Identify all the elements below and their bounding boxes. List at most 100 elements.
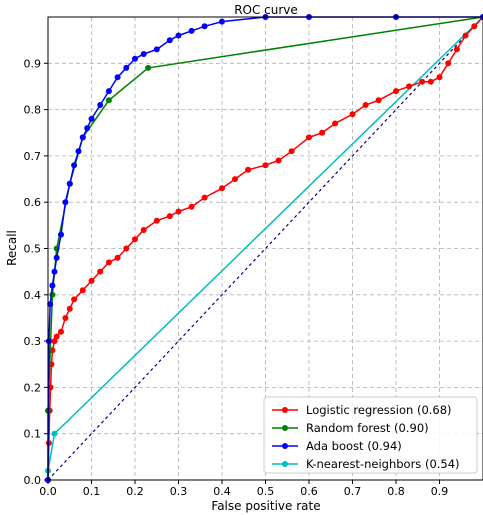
x-tick-label: 0.7 bbox=[344, 485, 362, 498]
series-point-2 bbox=[51, 268, 58, 275]
plot-frame bbox=[47, 16, 483, 481]
y-tick-label: 0.4 bbox=[24, 289, 42, 302]
axis-ticks: 0.0 0.1 0.2 0.3 0.4 0.5 0.6 0.7 0.8 0.9 0.0 0.1 0.2 0… bbox=[24, 57, 449, 498]
series-point-0 bbox=[114, 254, 121, 261]
legend-box bbox=[263, 396, 478, 474]
series-point-0 bbox=[427, 78, 434, 85]
series-point-2 bbox=[140, 51, 147, 57]
y-tick-label: 0.5 bbox=[24, 243, 42, 256]
x-tick-label: 0.8 bbox=[387, 485, 405, 498]
series-point-2 bbox=[53, 254, 60, 261]
plot-area bbox=[45, 14, 483, 483]
series-point-0 bbox=[306, 134, 312, 141]
series-point-0 bbox=[419, 78, 426, 85]
series-point-2 bbox=[114, 74, 121, 81]
series-point-0 bbox=[406, 83, 412, 90]
x-tick-label: 0.0 bbox=[39, 485, 57, 498]
series-point-0 bbox=[62, 315, 69, 321]
series-point-0 bbox=[232, 176, 238, 183]
series-point-0 bbox=[445, 60, 452, 67]
y-tick-label: 0.6 bbox=[24, 196, 42, 209]
series-point-2 bbox=[66, 180, 73, 187]
legend-label: Random forest (0.90) bbox=[306, 421, 429, 435]
y-tick-label: 0.3 bbox=[24, 335, 42, 348]
series-point-2 bbox=[71, 162, 78, 169]
series-point-0 bbox=[471, 23, 478, 30]
series-point-2 bbox=[201, 23, 208, 30]
series-point-0 bbox=[79, 287, 86, 294]
series-point-0 bbox=[319, 129, 326, 136]
legend-label: Ada boost (0.94) bbox=[306, 439, 402, 453]
series-point-1 bbox=[145, 64, 152, 71]
series-point-0 bbox=[88, 277, 95, 284]
series-point-2 bbox=[58, 231, 64, 238]
series-point-0 bbox=[166, 213, 173, 220]
series-point-2 bbox=[123, 64, 130, 71]
series-point-0 bbox=[175, 208, 182, 215]
legend-swatch-marker bbox=[282, 425, 288, 431]
series-point-0 bbox=[71, 296, 78, 303]
series-point-2 bbox=[132, 55, 138, 62]
x-tick-label: 0.3 bbox=[170, 485, 188, 498]
x-tick-label: 0.6 bbox=[300, 485, 318, 498]
chance-diagonal-line bbox=[47, 16, 483, 481]
series-point-2 bbox=[188, 27, 195, 34]
series-point-0 bbox=[132, 236, 138, 243]
series-point-2 bbox=[75, 148, 82, 155]
legend-swatch-marker bbox=[282, 461, 288, 467]
series-point-0 bbox=[58, 328, 64, 335]
series-point-0 bbox=[153, 217, 160, 224]
legend-swatch-marker bbox=[282, 443, 288, 449]
series-point-2 bbox=[97, 102, 104, 108]
legend: Logistic regression (0.68) Random forest … bbox=[263, 396, 478, 474]
series-point-0 bbox=[97, 268, 104, 275]
series-point-0 bbox=[462, 32, 469, 39]
series-point-2 bbox=[84, 125, 91, 132]
series-point-2 bbox=[49, 282, 56, 289]
series-point-0 bbox=[66, 305, 73, 312]
series-point-0 bbox=[375, 97, 382, 104]
x-tick-label: 0.2 bbox=[126, 485, 144, 498]
series-point-0 bbox=[436, 74, 443, 81]
series-point-0 bbox=[349, 111, 356, 118]
series-point-0 bbox=[393, 88, 399, 95]
series-point-0 bbox=[188, 203, 195, 210]
series-point-0 bbox=[262, 162, 269, 169]
y-tick-label: 0.1 bbox=[24, 428, 42, 441]
series-point-0 bbox=[140, 227, 147, 233]
series-point-2 bbox=[47, 301, 54, 308]
legend-label: K-nearest-neighbors (0.54) bbox=[306, 457, 460, 471]
series-point-0 bbox=[245, 166, 252, 173]
series-point-2 bbox=[105, 88, 112, 95]
series-point-0 bbox=[332, 120, 339, 127]
series-point-0 bbox=[201, 194, 208, 201]
legend-label: Logistic regression (0.68) bbox=[306, 403, 452, 417]
series-point-1 bbox=[105, 97, 112, 104]
x-tick-label: 0.9 bbox=[431, 485, 449, 498]
series-point-0 bbox=[219, 185, 225, 192]
series-point-0 bbox=[123, 245, 130, 252]
series-point-2 bbox=[219, 18, 225, 25]
series-point-0 bbox=[362, 102, 369, 108]
series-point-2 bbox=[166, 37, 173, 44]
series-point-2 bbox=[45, 338, 52, 345]
x-tick-label: 0.4 bbox=[213, 485, 231, 498]
series-point-0 bbox=[453, 46, 460, 53]
series-point-0 bbox=[275, 157, 282, 164]
chart-title: ROC curve bbox=[234, 3, 298, 17]
y-tick-label: 0.7 bbox=[24, 150, 42, 163]
series-point-0 bbox=[288, 148, 295, 155]
y-tick-label: 0.9 bbox=[24, 57, 42, 70]
series-point-0 bbox=[53, 333, 60, 340]
legend-swatch-marker bbox=[282, 407, 288, 413]
series-point-2 bbox=[62, 199, 69, 206]
x-tick-label: 0.5 bbox=[257, 485, 275, 498]
series-point-0 bbox=[51, 338, 58, 345]
series-point-2 bbox=[175, 32, 182, 39]
series-point-2 bbox=[88, 115, 95, 122]
series-point-3 bbox=[51, 430, 58, 437]
x-axis-label: False positive rate bbox=[211, 499, 320, 513]
y-tick-label: 0.8 bbox=[24, 104, 42, 117]
series-point-0 bbox=[105, 259, 112, 266]
